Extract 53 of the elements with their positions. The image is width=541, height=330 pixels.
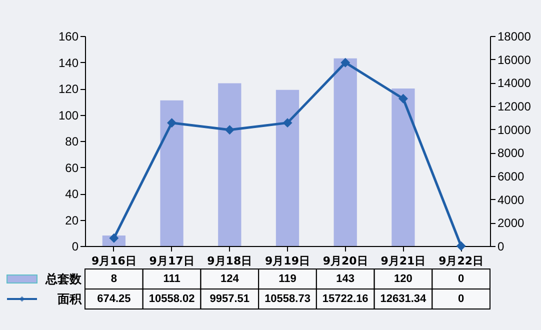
y-tick-label: 60 xyxy=(65,160,79,175)
x-tick-label: 9月16日 xyxy=(91,254,136,268)
data-label: 0 xyxy=(458,273,464,285)
x-tick-label: 9月19日 xyxy=(265,254,310,268)
y-tick-label: 160 xyxy=(58,30,79,44)
point xyxy=(224,125,234,135)
data-label: 120 xyxy=(394,273,412,285)
y2-tick-label: 16000 xyxy=(498,52,532,67)
bar xyxy=(334,58,357,246)
data-label: 10558.02 xyxy=(148,293,195,305)
data-label: 143 xyxy=(336,273,355,285)
point xyxy=(456,241,466,251)
y2-tick-label: 18000 xyxy=(498,30,532,44)
data-label: 0 xyxy=(458,293,464,305)
y2-tick-label: 8000 xyxy=(498,146,525,160)
data-label: 12631.34 xyxy=(380,293,428,305)
data-label: 124 xyxy=(220,273,240,285)
data-label: 8 xyxy=(110,273,117,285)
y-tick-label: 120 xyxy=(58,82,79,96)
bar xyxy=(392,88,415,246)
data-label: 111 xyxy=(163,273,180,285)
x-tick-label: 9月22日 xyxy=(438,254,484,268)
point xyxy=(340,58,350,68)
point xyxy=(282,118,292,128)
y-tick-label: 0 xyxy=(72,240,79,254)
x-tick-label: 9月21日 xyxy=(380,254,426,268)
data-label: 674.25 xyxy=(97,293,131,305)
legend-label: 总套数 xyxy=(44,272,82,286)
y2-tick-label: 4000 xyxy=(498,192,525,207)
x-tick-label: 9月20日 xyxy=(322,254,368,268)
y2-tick-label: 10000 xyxy=(498,122,532,137)
bar xyxy=(276,90,300,246)
y2-tick-label: 2000 xyxy=(498,216,525,230)
y-tick-label: 100 xyxy=(58,108,79,122)
y2-tick-label: 6000 xyxy=(498,170,525,184)
y2-tick-label: 0 xyxy=(498,240,504,254)
y-tick-label: 80 xyxy=(65,134,79,148)
bar xyxy=(218,83,242,246)
point xyxy=(398,94,408,104)
data-label: 10558.73 xyxy=(264,293,310,305)
y-tick-label: 140 xyxy=(58,56,79,70)
legend-label: 面积 xyxy=(56,292,82,306)
data-label: 119 xyxy=(278,273,296,285)
y2-tick-label: 12000 xyxy=(498,100,532,114)
x-tick-label: 9月18日 xyxy=(207,254,252,268)
point xyxy=(167,118,177,128)
bar xyxy=(160,100,184,246)
x-tick-label: 9月17日 xyxy=(149,254,194,268)
data-label: 15722.16 xyxy=(322,293,368,305)
y-tick-label: 20 xyxy=(65,213,79,228)
y-tick-label: 40 xyxy=(65,187,79,201)
data-label: 9957.51 xyxy=(210,293,250,305)
y2-tick-label: 14000 xyxy=(498,76,532,90)
